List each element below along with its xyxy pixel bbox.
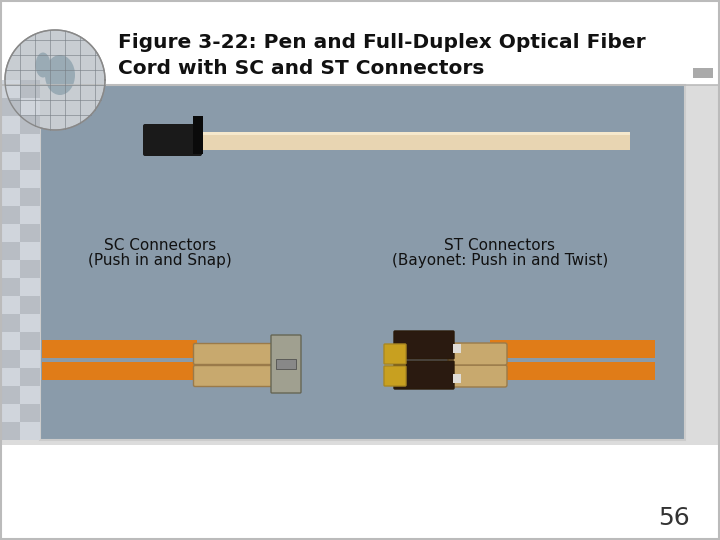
Bar bbox=[0, 188, 20, 206]
Bar bbox=[0, 134, 20, 152]
Text: Cord with SC and ST Connectors: Cord with SC and ST Connectors bbox=[118, 58, 485, 78]
Bar bbox=[453, 374, 461, 383]
FancyBboxPatch shape bbox=[271, 335, 301, 393]
Bar bbox=[0, 368, 20, 386]
FancyBboxPatch shape bbox=[394, 331, 454, 359]
Bar bbox=[276, 359, 296, 369]
Text: (Bayonet: Push in and Twist): (Bayonet: Push in and Twist) bbox=[392, 253, 608, 268]
Bar bbox=[0, 422, 20, 440]
Bar bbox=[490, 362, 655, 380]
Bar bbox=[453, 344, 461, 353]
Bar bbox=[0, 116, 20, 134]
Bar bbox=[693, 68, 713, 78]
Bar bbox=[0, 314, 20, 332]
Bar bbox=[20, 278, 40, 296]
FancyBboxPatch shape bbox=[394, 361, 454, 389]
Bar bbox=[0, 260, 20, 278]
Bar bbox=[42, 340, 197, 358]
Bar bbox=[42, 362, 197, 380]
Bar bbox=[20, 350, 40, 368]
Text: 56: 56 bbox=[658, 506, 690, 530]
Bar bbox=[490, 340, 655, 358]
Bar bbox=[170, 132, 630, 150]
Bar bbox=[0, 278, 20, 296]
Bar bbox=[20, 98, 40, 116]
Bar bbox=[0, 350, 20, 368]
Bar bbox=[20, 224, 40, 242]
Bar bbox=[0, 206, 20, 224]
Text: SC Connectors: SC Connectors bbox=[104, 238, 216, 253]
Text: ST Connectors: ST Connectors bbox=[444, 238, 556, 253]
Bar bbox=[0, 296, 20, 314]
Bar bbox=[20, 152, 40, 170]
Bar bbox=[0, 404, 20, 422]
Bar bbox=[193, 116, 203, 154]
Bar bbox=[0, 85, 40, 440]
Bar bbox=[170, 132, 630, 135]
FancyBboxPatch shape bbox=[194, 366, 276, 387]
Bar bbox=[0, 98, 20, 116]
Bar bbox=[0, 224, 20, 242]
Bar bbox=[0, 332, 20, 350]
Text: (Push in and Snap): (Push in and Snap) bbox=[88, 253, 232, 268]
Bar bbox=[20, 242, 40, 260]
FancyBboxPatch shape bbox=[384, 344, 406, 364]
Bar bbox=[0, 152, 20, 170]
Ellipse shape bbox=[35, 52, 50, 78]
Bar bbox=[20, 134, 40, 152]
Bar bbox=[20, 386, 40, 404]
Bar bbox=[20, 404, 40, 422]
Bar bbox=[0, 242, 20, 260]
Bar bbox=[0, 170, 20, 188]
Bar bbox=[40, 85, 685, 440]
Bar bbox=[20, 260, 40, 278]
Bar bbox=[20, 368, 40, 386]
Bar bbox=[20, 332, 40, 350]
Bar bbox=[0, 386, 20, 404]
FancyBboxPatch shape bbox=[194, 343, 276, 364]
Bar bbox=[20, 170, 40, 188]
FancyBboxPatch shape bbox=[448, 343, 507, 365]
Bar bbox=[20, 188, 40, 206]
FancyBboxPatch shape bbox=[448, 365, 507, 387]
Bar bbox=[20, 422, 40, 440]
Bar bbox=[20, 80, 40, 98]
FancyBboxPatch shape bbox=[384, 366, 406, 386]
Bar bbox=[0, 80, 20, 98]
FancyBboxPatch shape bbox=[143, 124, 202, 156]
Circle shape bbox=[5, 30, 105, 130]
Bar bbox=[20, 206, 40, 224]
Bar bbox=[20, 314, 40, 332]
Bar bbox=[0, 445, 720, 540]
Text: Figure 3-22: Pen and Full-Duplex Optical Fiber: Figure 3-22: Pen and Full-Duplex Optical… bbox=[118, 32, 646, 51]
Ellipse shape bbox=[45, 55, 75, 95]
Bar bbox=[20, 296, 40, 314]
Bar bbox=[20, 116, 40, 134]
Bar bbox=[0, 0, 720, 85]
